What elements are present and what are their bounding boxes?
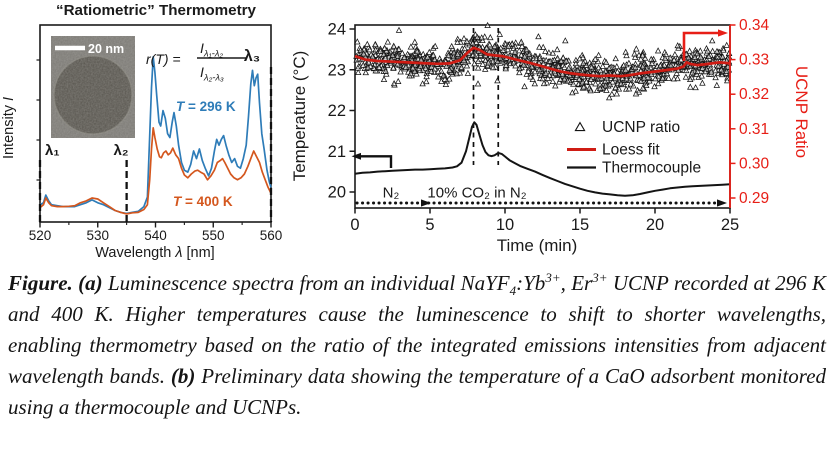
panel-a-title: “Ratiometric” Thermometry [56,2,257,19]
time-axis-tick: 0 [350,216,359,234]
left-axis-pointer-arrow [361,155,393,168]
caption-segment: UCNP recorded at 296 K and 400 K. Higher… [8,271,827,388]
figure-caption: Figure. (a) Luminescence spectra from an… [8,268,826,423]
caption-segment: Luminescence spectra from an individual … [107,271,510,295]
ratio-formula: r(T) = Iλ₁-λ₂ Iλ₂-λ₃ [146,40,247,84]
panel-a-x-tick: 550 [202,228,225,243]
time-axis-tick: 25 [721,216,739,234]
lambda-2-label: λ₂ [113,142,128,159]
caption-segment: 3+ [545,270,561,285]
gas-arrow-mid [421,199,431,207]
ratio-axis-tick: 0.31 [739,121,769,138]
svg-text:r(T) =: r(T) = [146,51,181,67]
caption-segment: Preliminary data showing the temperature… [8,364,827,419]
temp-axis-tick: 20 [328,184,346,202]
legend-triangle-marker [574,121,586,132]
lambda-1-label: λ₁ [45,142,60,159]
spectrum-400k-line [39,127,272,215]
caption-segment: Figure. (a) [8,271,108,295]
temp-axis-tick: 21 [328,143,346,161]
loess-fit-line [354,46,731,78]
caption-segment: :Yb [516,271,546,295]
legend-loess-fit: Loess fit [602,142,660,159]
legend-thermocouple: Thermocouple [602,160,701,177]
caption-segment: 3+ [592,270,608,285]
time-axis-label: Time (min) [497,236,578,255]
temp-axis-tick: 23 [328,61,346,79]
temp-axis-tick: 22 [328,102,346,120]
ratio-axis-tick: 0.29 [739,190,769,207]
time-axis-tick: 15 [571,216,589,234]
caption-segment: 4 [509,283,517,299]
panel-a-x-tick: 520 [29,228,52,243]
panel-a-y-axis-label: Intensity I [1,97,17,159]
tem-inset-image: 20 nm [51,36,135,138]
panel-a-x-tick: 540 [144,228,167,243]
panel-b-temperature-chart: N₂ 10% CO₂ in N₂ 20 21 22 23 24 0.29 0.30 0.31 0.3… [290,17,811,255]
time-axis-tick: 5 [425,216,434,234]
spectrum-296k-line [39,56,272,215]
svg-text:Iλ₂-λ₃: Iλ₂-λ₃ [200,64,224,84]
time-axis-tick: 20 [646,216,664,234]
temperature-axis-label: Temperature (°C) [290,51,309,182]
time-axis-tick: 10 [496,216,514,234]
n2-label: N₂ [383,185,400,202]
panel-b-frame [354,24,731,209]
panel-a-spectra-chart: “Ratiometric” Thermometry λ₁ λ₂ λ₃ 520 530 540… [1,2,283,261]
ratio-axis-tick: 0.30 [739,155,770,172]
ratio-axis-tick: 0.32 [739,86,769,103]
ratio-axis-tick: 0.33 [739,52,769,69]
temp-axis-tick: 24 [328,21,346,39]
lambda-3-label: λ₃ [244,48,260,65]
thermocouple-line [354,121,731,197]
svg-text:Iλ₁-λ₂: Iλ₁-λ₂ [200,40,223,60]
co2-label: 10% CO₂ in N₂ [427,185,526,202]
legend-ucnp-ratio: UCNP ratio [602,119,680,136]
panel-a-x-axis-label: Wavelength λ [nm] [95,245,214,261]
caption-segment: , Er [560,271,593,295]
right-axis-pointer-arrow [682,31,718,61]
ratio-axis-tick: 0.34 [739,17,770,34]
label-400k: T = 400 K [173,194,233,209]
label-296k: T = 296 K [176,99,236,114]
scale-bar-label: 20 nm [88,42,124,56]
panel-a-x-tick: 530 [86,228,109,243]
ucnp-ratio-axis-label: UCNP Ratio [792,66,811,158]
caption-segment: (b) [170,364,196,388]
gas-arrow-end [717,199,727,207]
panel-a-x-tick: 560 [260,228,283,243]
